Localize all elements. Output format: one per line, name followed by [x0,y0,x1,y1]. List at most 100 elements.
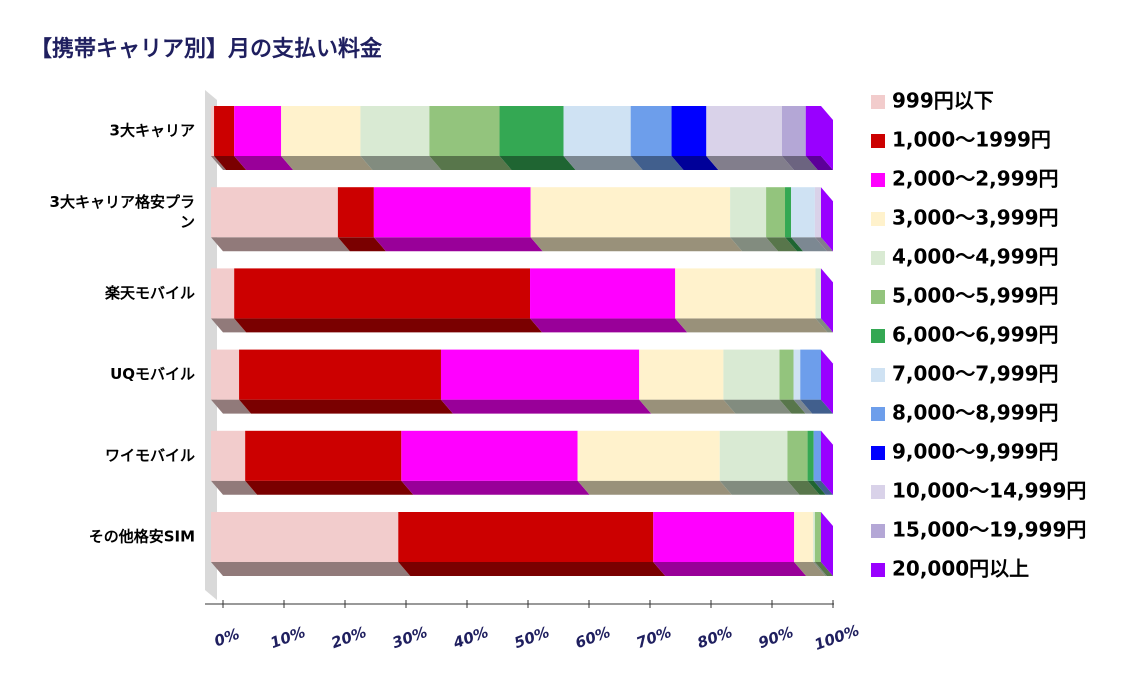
bar-depth [814,237,833,252]
x-tick-label: 40% [450,623,491,653]
bar-segment [530,187,743,252]
bar-segment [787,430,820,495]
x-tick-label: 50% [512,623,552,652]
bar-face [813,512,815,562]
bar-depth [337,237,386,252]
x-tick-label: 80% [695,623,735,652]
bar-segment [814,187,833,252]
bar-segment [530,268,688,333]
bar-depth [239,399,453,414]
bar-depth [440,399,652,414]
bar-segment [781,106,818,170]
bar-segment [805,106,833,170]
bar-depth [530,318,688,333]
bar-face [530,187,731,238]
legend-label: 2,000〜2,999円 [892,167,1059,191]
bar-face [211,512,399,562]
bar-face [337,187,374,238]
bar-segment [671,106,719,170]
bar-depth [639,399,736,414]
bar-face [281,106,361,156]
bar-depth [577,480,732,495]
category-label: ワイモバイル [105,446,195,464]
bar-segment [211,106,227,170]
x-tick-label: 20% [329,623,369,652]
bar-segment [675,268,828,333]
x-tick-label: 70% [634,623,674,652]
bar-depth [398,562,666,576]
bar-segment [807,430,826,495]
bar-face [805,106,821,156]
bar-segment [234,106,294,170]
bar-segment [337,187,386,252]
bar-depth [805,156,833,170]
bar-face [793,349,801,400]
bar-segment [793,349,813,414]
bar-segment [785,187,804,252]
bar-segment [211,430,258,495]
bar-face [675,268,816,319]
bar-face [794,512,814,562]
bar-depth [813,480,833,495]
bar-segment [794,512,826,576]
bar-segment [373,187,543,252]
bar-face [814,187,821,238]
bar-depth [800,399,833,414]
bar-face [499,106,564,156]
bar-depth [793,399,813,414]
bar-end [821,512,833,576]
bar-face [563,106,631,156]
bar-depth [214,156,247,170]
bar-segment [814,512,833,576]
bar-depth [373,237,543,252]
bar-segment [211,349,252,414]
bar-face [373,187,531,238]
bar-segment [723,349,792,414]
bar-segment [563,106,643,170]
category-label: 楽天モバイル [105,284,195,302]
bar-face [671,106,707,156]
bar-segment [234,268,543,333]
bar-depth [234,318,543,333]
legend-swatch [871,368,885,382]
bar-end [821,430,833,495]
bar-face [577,430,720,481]
bar-depth [401,480,590,495]
bar-depth [785,237,804,252]
bar-depth [781,156,818,170]
bar-depth [791,237,827,252]
bar-face [653,512,795,562]
bar-depth [815,318,833,333]
x-tick-label: 60% [573,623,613,652]
bar-face [813,430,821,481]
bar-segment [791,187,827,252]
bar-face [630,106,672,156]
bar-end [821,106,833,170]
bar-depth [794,562,826,576]
legend-swatch [871,173,885,187]
bar-depth [211,237,350,252]
bar-depth [563,156,643,170]
bar-depth [723,399,792,414]
bar-depth [779,399,806,414]
legend-label: 15,000〜19,999円 [892,518,1086,542]
legend-label: 20,000円以上 [892,557,1029,581]
chart-title: 【携帯キャリア別】月の支払い料金 [30,36,383,62]
bar-segment [214,106,247,170]
bar-segment [211,187,350,252]
bar-face [398,512,654,562]
bar-face [779,349,794,400]
bar-face [785,187,792,238]
bar-face [211,187,338,238]
bar-end [821,268,833,333]
bar-segment [630,106,684,170]
bar-segment [813,430,833,495]
legend-swatch [871,290,885,304]
bar-segment [653,512,807,576]
bar-face [787,430,808,481]
bar-segment [815,268,833,333]
bar-depth [671,156,719,170]
x-tick-label: 90% [756,623,796,652]
bar-segment [281,106,373,170]
